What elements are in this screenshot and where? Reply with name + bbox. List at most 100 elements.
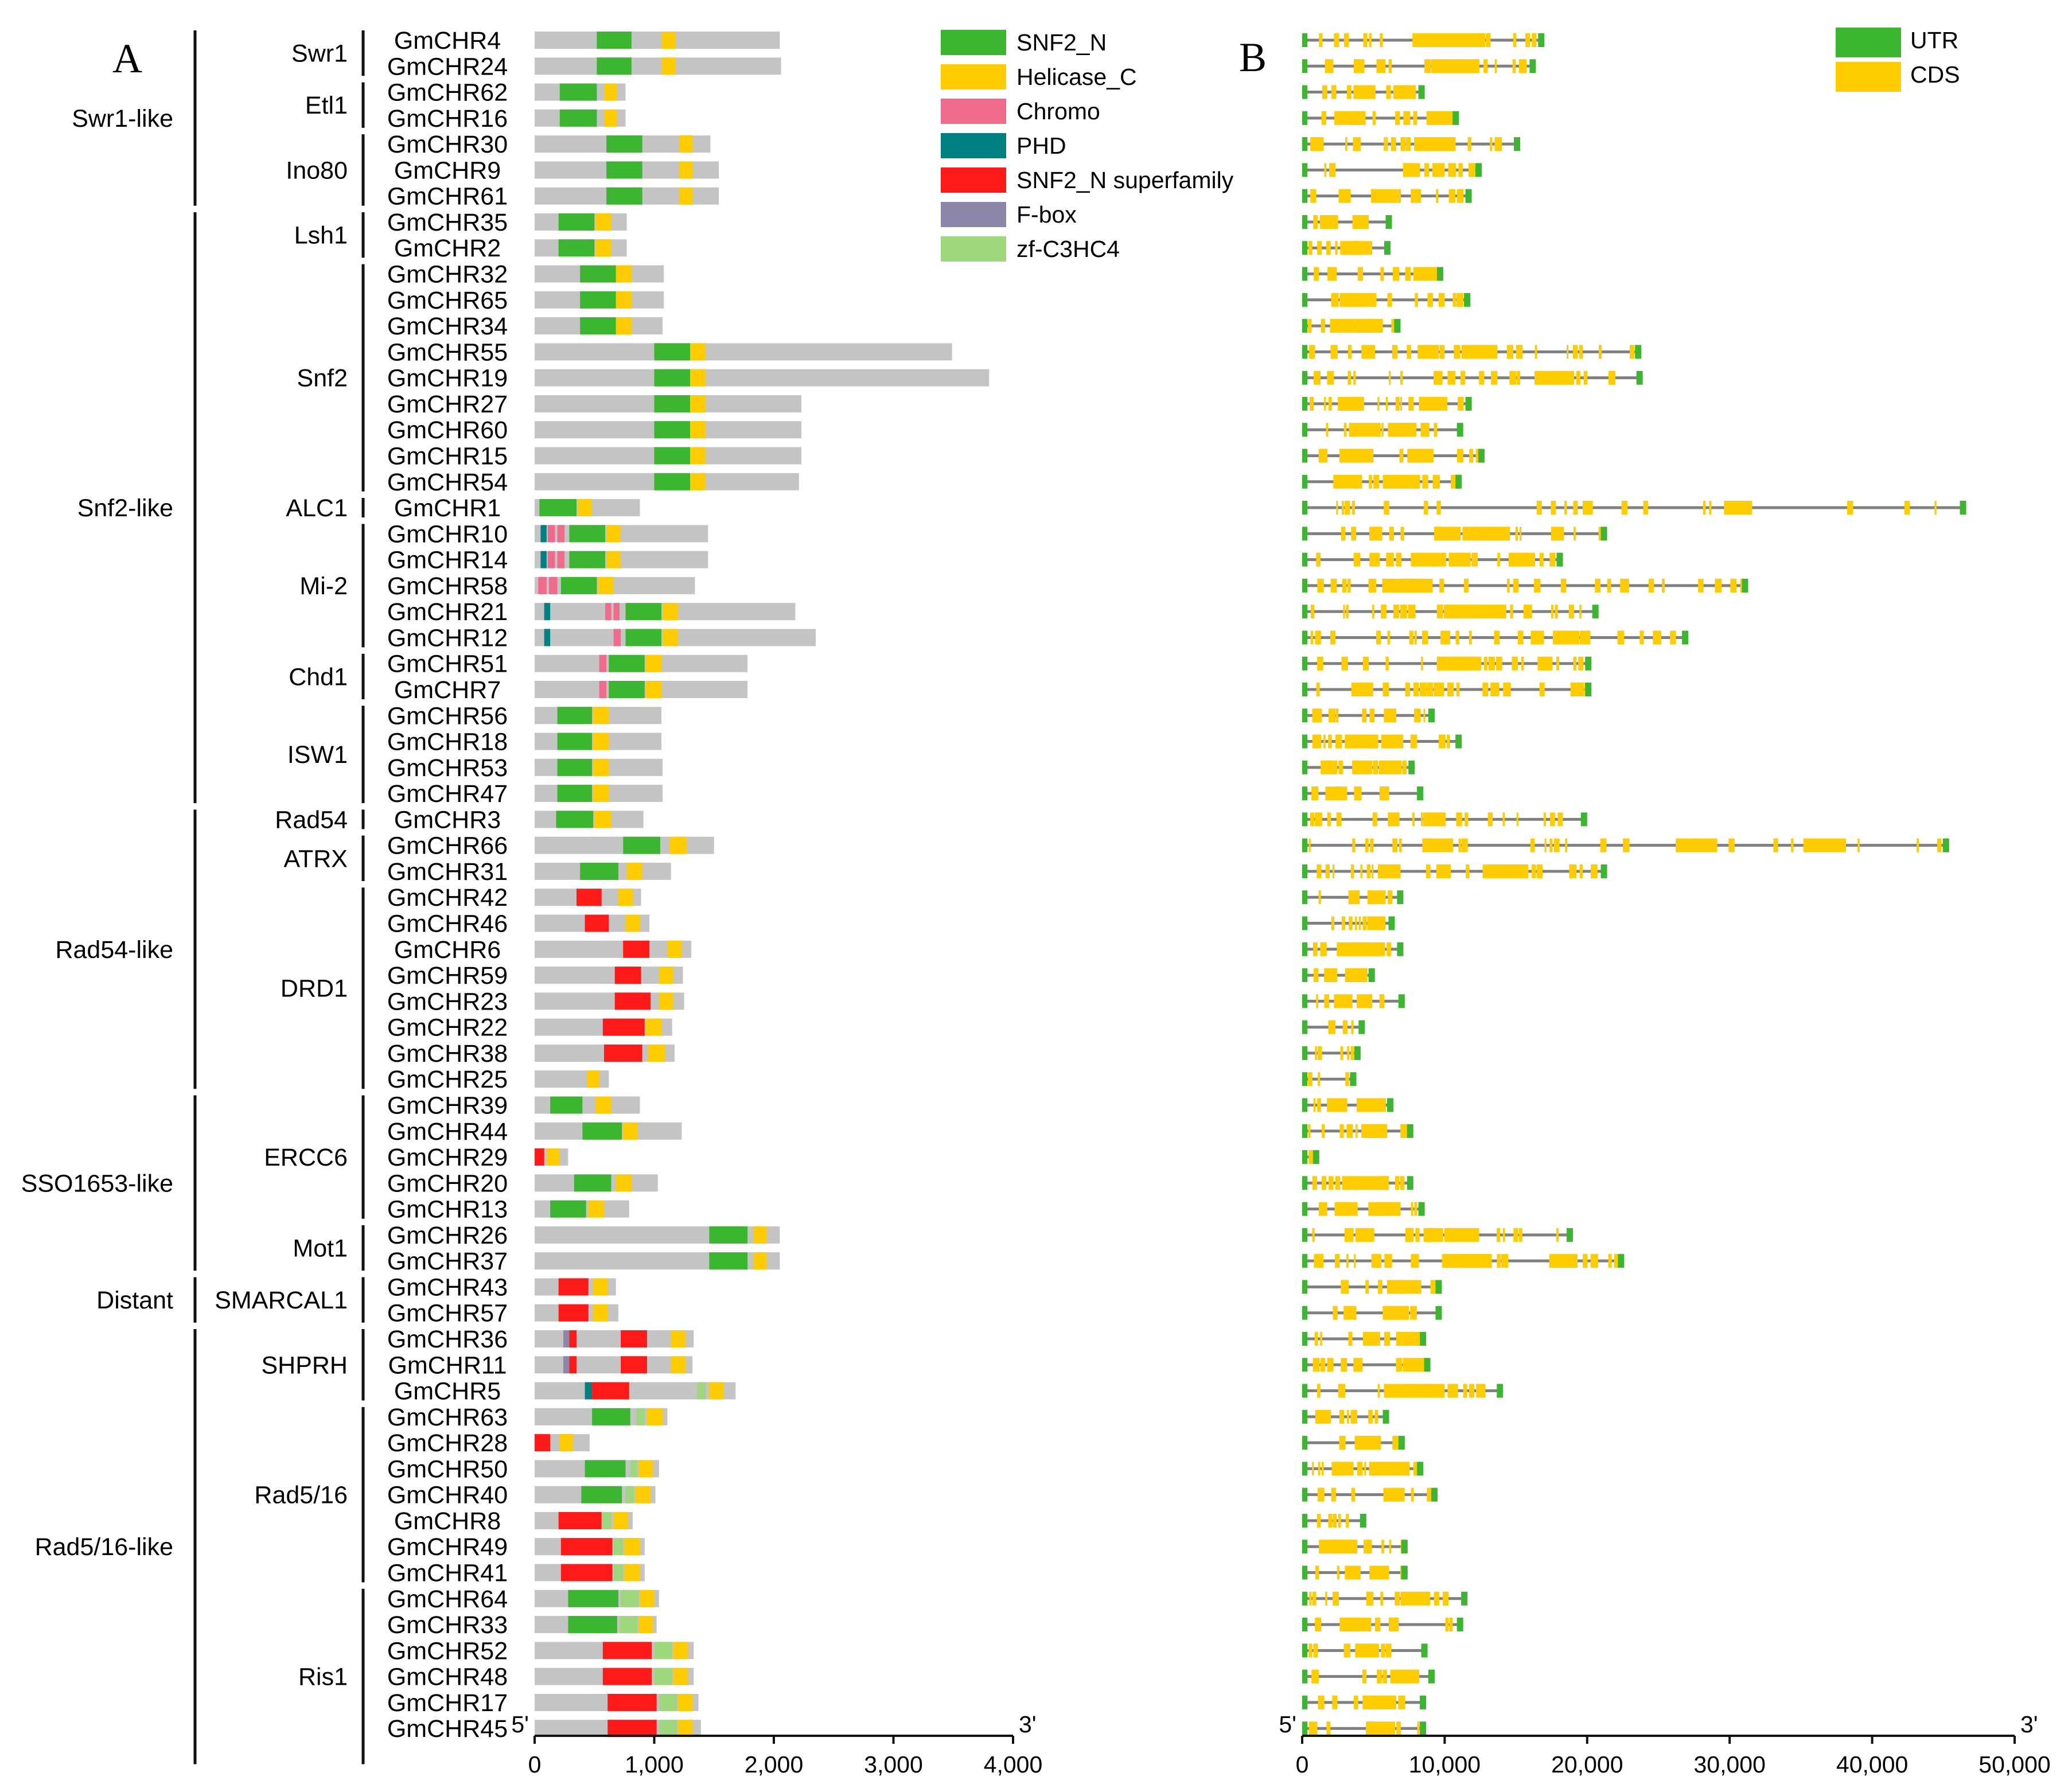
cds-exon	[1469, 1384, 1475, 1398]
cds-block	[1447, 656, 1467, 671]
cds-exon	[1335, 33, 1339, 47]
cds-exon	[1356, 1358, 1358, 1372]
cds-exon	[1373, 474, 1380, 489]
cds-exon	[1385, 396, 1388, 411]
domain-snf2-n	[654, 395, 691, 412]
cds-block	[1447, 605, 1460, 619]
cds-exon	[1502, 812, 1505, 827]
cds-exon	[1380, 267, 1384, 281]
domain-helicase-c	[616, 317, 632, 335]
cds-exon	[1395, 111, 1400, 125]
domain-helicase-c	[690, 473, 706, 490]
domain-helicase-c	[690, 421, 706, 439]
cds-exon	[1354, 786, 1358, 801]
domain-zf-c3hc4	[636, 1408, 645, 1425]
gene-name: GmCHR15	[387, 442, 508, 470]
cds-exon	[1432, 474, 1439, 489]
cds-exon	[1573, 501, 1578, 515]
cds-exon	[1579, 605, 1582, 619]
cds-exon	[1308, 1643, 1312, 1658]
tick-label: 0	[528, 1751, 542, 1778]
cds-exon	[1461, 371, 1466, 385]
cds-exon	[1341, 189, 1348, 203]
cds-block	[1382, 578, 1427, 593]
cds-exon	[1308, 241, 1312, 255]
cds-exon	[1332, 1695, 1338, 1709]
cds-exon	[1332, 864, 1335, 878]
cds-exon	[1314, 137, 1321, 151]
domain-helicase-c	[673, 1642, 688, 1659]
cds-block	[1396, 1332, 1419, 1346]
cds-block	[1369, 1565, 1389, 1580]
domain-snf2-n	[609, 655, 645, 672]
cds-exon	[1310, 630, 1314, 645]
cds-exon	[1424, 163, 1426, 177]
cds-exon	[1310, 605, 1314, 619]
cds-exon	[1583, 1254, 1588, 1268]
cds-exon	[1411, 1487, 1414, 1502]
cds-block	[1403, 163, 1420, 177]
cds-exon	[1317, 371, 1321, 385]
protein-bar	[535, 32, 780, 49]
cds-exon	[1482, 683, 1489, 696]
utr-3prime	[1529, 59, 1536, 73]
cds-exon	[1516, 345, 1523, 359]
gene-name: GmCHR46	[387, 910, 508, 938]
domain-helicase-c	[603, 109, 617, 127]
utr-3prime	[1465, 396, 1472, 411]
cds-exon	[1525, 605, 1532, 619]
subfamily-label: ERCC6	[264, 1144, 348, 1171]
cds-exon	[1412, 189, 1419, 203]
protein-bar	[535, 369, 990, 387]
cds-exon	[1447, 734, 1450, 749]
domain-snf2-n-superfamily	[592, 1382, 629, 1400]
cds-exon	[1316, 708, 1322, 723]
cds-exon	[1363, 656, 1369, 671]
cds-exon	[1461, 838, 1468, 852]
cds-exon	[1347, 1643, 1350, 1658]
cds-exon	[1324, 994, 1329, 1008]
cds-exon	[1315, 630, 1321, 645]
cds-exon	[1347, 968, 1353, 983]
domain-helicase-c	[587, 1070, 599, 1088]
cds-exon	[1463, 1384, 1467, 1398]
cds-exon	[1513, 33, 1517, 47]
cds-exon	[1340, 1046, 1343, 1060]
utr-3prime	[1556, 552, 1563, 567]
cds-exon	[1400, 527, 1404, 541]
cds-exon	[1383, 1487, 1388, 1502]
cds-exon	[1409, 630, 1414, 645]
cds-exon	[1378, 1669, 1382, 1684]
cds-exon	[1703, 501, 1706, 515]
gene-name: GmCHR51	[387, 650, 508, 678]
cds-block	[1337, 111, 1366, 125]
cds-exon	[1362, 916, 1367, 930]
cds-exon	[1440, 630, 1447, 645]
cds-exon	[1580, 630, 1586, 645]
cds-exon	[1517, 630, 1524, 645]
cds-exon	[1333, 1306, 1338, 1320]
cds-exon	[1574, 630, 1580, 645]
domain-zf-c3hc4	[620, 1616, 638, 1634]
legend-swatch	[941, 202, 1006, 227]
cds-exon	[1493, 683, 1500, 696]
cds-exon	[1479, 1384, 1486, 1398]
cds-exon	[1580, 656, 1584, 671]
cds-exon	[1312, 1228, 1315, 1242]
cds-exon	[1436, 501, 1441, 515]
domain-helicase-c	[690, 343, 706, 361]
utr-5prime	[1302, 838, 1307, 852]
cds-exon	[1352, 838, 1356, 852]
axis-start-label: 5'	[511, 1711, 529, 1738]
cds-exon	[1486, 33, 1491, 47]
cds-exon	[1331, 85, 1337, 99]
domain-snf2-n	[609, 681, 645, 698]
cds-exon	[1550, 812, 1555, 827]
utr-5prime	[1302, 1487, 1307, 1502]
domain-snf2-n	[654, 369, 691, 387]
cds-exon	[1321, 1462, 1324, 1476]
cds-exon	[1310, 189, 1317, 203]
cds-exon	[1349, 85, 1352, 99]
cds-exon	[1456, 683, 1460, 696]
cds-exon	[1315, 1046, 1317, 1060]
